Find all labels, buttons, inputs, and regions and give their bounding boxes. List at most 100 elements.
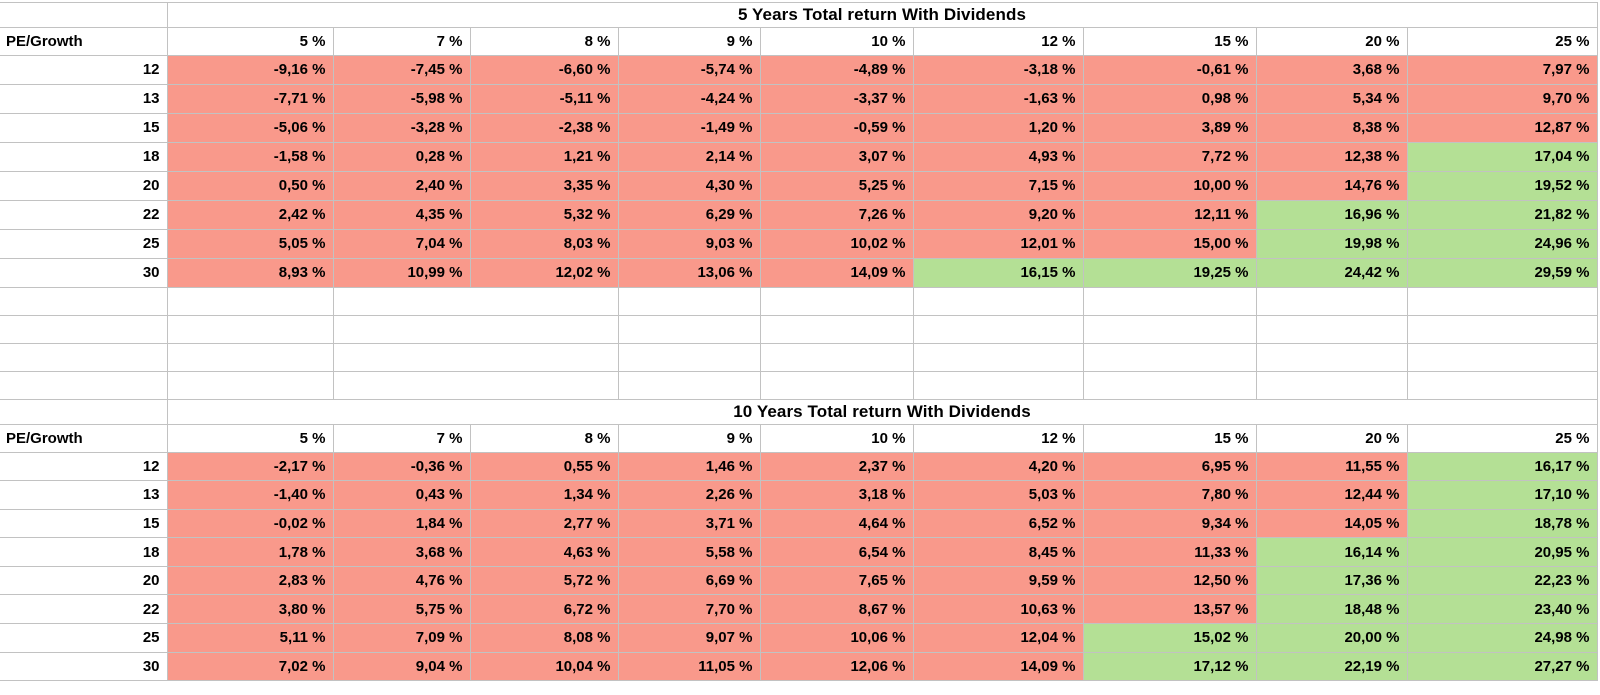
empty-cell[interactable]: [0, 371, 168, 400]
return-cell[interactable]: 16,96 %: [1256, 200, 1408, 230]
return-cell[interactable]: 20,95 %: [1407, 537, 1598, 567]
growth-header-cell[interactable]: 15 %: [1083, 424, 1257, 453]
growth-header-cell[interactable]: 12 %: [913, 27, 1084, 56]
empty-cell[interactable]: [167, 315, 334, 344]
return-cell[interactable]: 13,06 %: [618, 258, 761, 288]
return-cell[interactable]: -5,98 %: [333, 84, 471, 114]
empty-cell[interactable]: [913, 371, 1084, 400]
growth-header-cell[interactable]: 9 %: [618, 27, 761, 56]
pe-row-label[interactable]: 15: [0, 509, 168, 539]
return-cell[interactable]: -3,28 %: [333, 113, 471, 143]
growth-header-cell[interactable]: 20 %: [1256, 27, 1408, 56]
return-cell[interactable]: 10,63 %: [913, 594, 1084, 625]
pe-row-label[interactable]: 15: [0, 113, 168, 143]
return-cell[interactable]: -1,63 %: [913, 84, 1084, 114]
return-cell[interactable]: 8,45 %: [913, 537, 1084, 567]
return-cell[interactable]: 2,14 %: [618, 142, 761, 172]
return-cell[interactable]: 1,21 %: [470, 142, 619, 172]
empty-cell[interactable]: [760, 371, 914, 400]
return-cell[interactable]: -0,36 %: [333, 452, 471, 482]
return-cell[interactable]: -0,59 %: [760, 113, 914, 143]
empty-cell[interactable]: [333, 343, 619, 372]
growth-header-cell[interactable]: 25 %: [1407, 27, 1598, 56]
return-cell[interactable]: 12,44 %: [1256, 480, 1408, 510]
empty-cell[interactable]: [0, 315, 168, 344]
return-cell[interactable]: 5,75 %: [333, 594, 471, 625]
return-cell[interactable]: 1,20 %: [913, 113, 1084, 143]
return-cell[interactable]: 12,87 %: [1407, 113, 1598, 143]
empty-cell[interactable]: [167, 287, 334, 316]
return-cell[interactable]: 16,17 %: [1407, 452, 1598, 482]
return-cell[interactable]: 8,03 %: [470, 229, 619, 259]
return-cell[interactable]: 12,02 %: [470, 258, 619, 288]
empty-cell[interactable]: [1083, 315, 1257, 344]
return-cell[interactable]: -1,49 %: [618, 113, 761, 143]
pe-row-label[interactable]: 18: [0, 142, 168, 172]
pe-row-label[interactable]: 13: [0, 480, 168, 510]
return-cell[interactable]: 3,18 %: [760, 480, 914, 510]
growth-header-cell[interactable]: 8 %: [470, 27, 619, 56]
return-cell[interactable]: -9,16 %: [167, 55, 334, 85]
return-cell[interactable]: 8,67 %: [760, 594, 914, 625]
return-cell[interactable]: 9,04 %: [333, 652, 471, 682]
return-cell[interactable]: 14,09 %: [913, 652, 1084, 682]
return-cell[interactable]: -3,37 %: [760, 84, 914, 114]
empty-cell[interactable]: [0, 343, 168, 372]
return-cell[interactable]: 14,76 %: [1256, 171, 1408, 201]
growth-header-cell[interactable]: 9 %: [618, 424, 761, 453]
return-cell[interactable]: 20,00 %: [1256, 623, 1408, 653]
return-cell[interactable]: 3,89 %: [1083, 113, 1257, 143]
return-cell[interactable]: -5,11 %: [470, 84, 619, 114]
return-cell[interactable]: -7,45 %: [333, 55, 471, 85]
empty-cell[interactable]: [760, 315, 914, 344]
empty-cell[interactable]: [333, 315, 619, 344]
empty-cell[interactable]: [1407, 371, 1598, 400]
empty-cell[interactable]: [1256, 343, 1408, 372]
empty-cell[interactable]: [618, 315, 761, 344]
return-cell[interactable]: 24,98 %: [1407, 623, 1598, 653]
return-cell[interactable]: 18,78 %: [1407, 509, 1598, 539]
return-cell[interactable]: 4,20 %: [913, 452, 1084, 482]
growth-header-cell[interactable]: 8 %: [470, 424, 619, 453]
return-cell[interactable]: 4,35 %: [333, 200, 471, 230]
return-cell[interactable]: 7,15 %: [913, 171, 1084, 201]
return-cell[interactable]: 6,72 %: [470, 594, 619, 625]
empty-cell[interactable]: [1256, 371, 1408, 400]
return-cell[interactable]: 27,27 %: [1407, 652, 1598, 682]
return-cell[interactable]: 4,76 %: [333, 566, 471, 596]
return-cell[interactable]: 4,30 %: [618, 171, 761, 201]
return-cell[interactable]: 2,83 %: [167, 566, 334, 596]
return-cell[interactable]: 0,55 %: [470, 452, 619, 482]
pe-row-label[interactable]: 22: [0, 200, 168, 230]
return-cell[interactable]: 12,11 %: [1083, 200, 1257, 230]
growth-header-cell[interactable]: 5 %: [167, 424, 334, 453]
growth-header-cell[interactable]: 7 %: [333, 27, 471, 56]
pe-row-label[interactable]: 20: [0, 171, 168, 201]
return-cell[interactable]: 19,25 %: [1083, 258, 1257, 288]
return-cell[interactable]: -7,71 %: [167, 84, 334, 114]
return-cell[interactable]: 5,72 %: [470, 566, 619, 596]
return-cell[interactable]: 17,12 %: [1083, 652, 1257, 682]
return-cell[interactable]: 7,97 %: [1407, 55, 1598, 85]
return-cell[interactable]: -4,89 %: [760, 55, 914, 85]
return-cell[interactable]: 1,46 %: [618, 452, 761, 482]
pe-row-label[interactable]: 30: [0, 652, 168, 682]
return-cell[interactable]: 10,06 %: [760, 623, 914, 653]
blank-cell[interactable]: [0, 2, 168, 28]
return-cell[interactable]: 0,50 %: [167, 171, 334, 201]
return-cell[interactable]: 15,00 %: [1083, 229, 1257, 259]
return-cell[interactable]: 22,23 %: [1407, 566, 1598, 596]
return-cell[interactable]: 11,55 %: [1256, 452, 1408, 482]
return-cell[interactable]: 2,77 %: [470, 509, 619, 539]
return-cell[interactable]: 2,37 %: [760, 452, 914, 482]
return-cell[interactable]: 10,99 %: [333, 258, 471, 288]
return-cell[interactable]: 6,54 %: [760, 537, 914, 567]
return-cell[interactable]: -3,18 %: [913, 55, 1084, 85]
return-cell[interactable]: 9,59 %: [913, 566, 1084, 596]
return-cell[interactable]: 12,38 %: [1256, 142, 1408, 172]
return-cell[interactable]: 5,32 %: [470, 200, 619, 230]
pe-row-label[interactable]: 22: [0, 594, 168, 625]
return-cell[interactable]: 3,07 %: [760, 142, 914, 172]
empty-cell[interactable]: [1083, 287, 1257, 316]
empty-cell[interactable]: [1256, 287, 1408, 316]
